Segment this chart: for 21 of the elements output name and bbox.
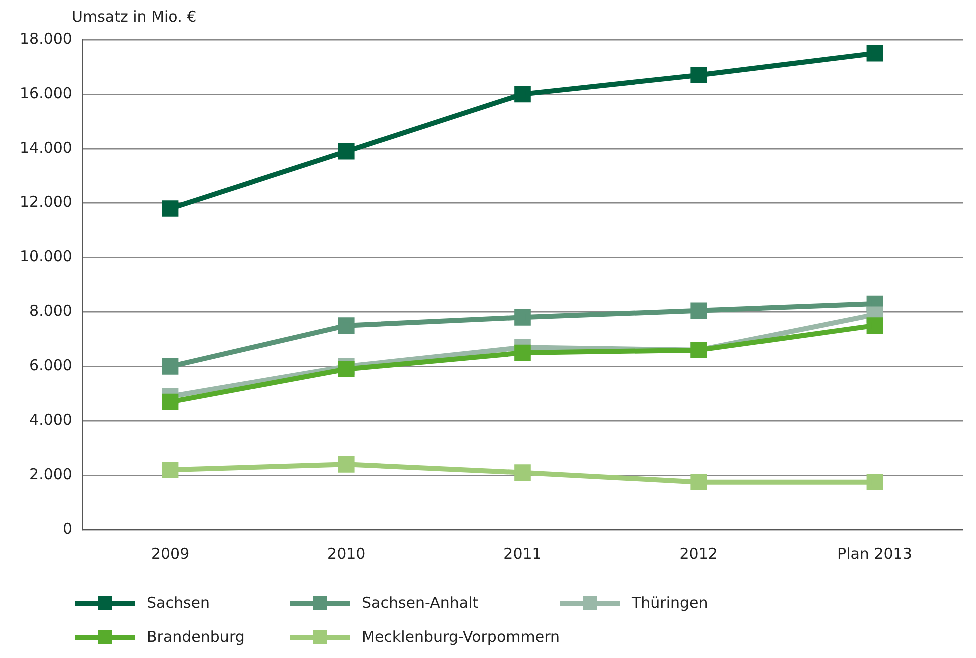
legend-label: Brandenburg <box>147 628 245 646</box>
y-tick-label: 12.000 <box>20 193 72 212</box>
y-tick-label: 6.000 <box>30 356 72 375</box>
x-tick-label: 2012 <box>680 544 718 563</box>
y-tick-label: 10.000 <box>20 248 72 266</box>
legend-label: Thüringen <box>632 594 708 612</box>
y-tick-label: 14.000 <box>20 138 72 157</box>
x-tick-label: 2010 <box>328 544 366 563</box>
y-axis-title: Umsatz in Mio. € <box>72 8 197 26</box>
y-tick-label: 16.000 <box>20 84 72 102</box>
legend-label: Mecklenburg-Vorpommern <box>362 628 560 646</box>
x-tick-label: 2011 <box>504 544 542 563</box>
y-tick-label: 8.000 <box>30 302 72 320</box>
y-tick-label: 0 <box>62 520 72 538</box>
legend-label: Sachsen-Anhalt <box>362 594 479 612</box>
x-tick-label: Plan 2013 <box>838 544 912 563</box>
y-tick-label: 18.000 <box>20 30 72 48</box>
x-tick-label: 2009 <box>151 544 190 563</box>
legend-label: Sachsen <box>147 594 210 612</box>
y-tick-label: 4.000 <box>30 411 72 429</box>
y-tick-label: 2.000 <box>30 465 72 484</box>
